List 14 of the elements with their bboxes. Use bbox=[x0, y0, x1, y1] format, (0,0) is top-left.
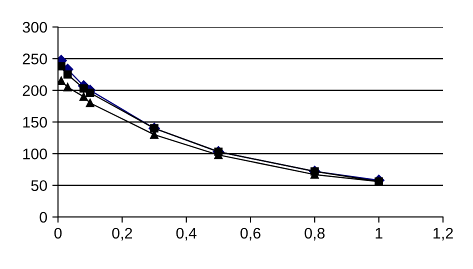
y-tick-label: 0 bbox=[40, 212, 47, 223]
x-tick-label: 0,6 bbox=[240, 228, 260, 240]
y-tick-label: 150 bbox=[23, 116, 47, 128]
y-tick-label: 200 bbox=[22, 85, 47, 96]
y-tick-label: 250 bbox=[22, 54, 47, 64]
x-tick-label: 0,8 bbox=[304, 228, 325, 240]
x-tick-label: 0,4 bbox=[176, 228, 197, 240]
x-tick-label: 0,2 bbox=[112, 228, 132, 240]
y-tick-label: 300 bbox=[22, 22, 47, 33]
x-tick-label: 1 bbox=[376, 228, 382, 238]
x-tick-label: 0 bbox=[54, 228, 62, 239]
y-tick-label: 50 bbox=[31, 180, 47, 192]
x-tick-label: 1,2 bbox=[434, 228, 453, 240]
y-tick-label: 100 bbox=[23, 148, 47, 160]
